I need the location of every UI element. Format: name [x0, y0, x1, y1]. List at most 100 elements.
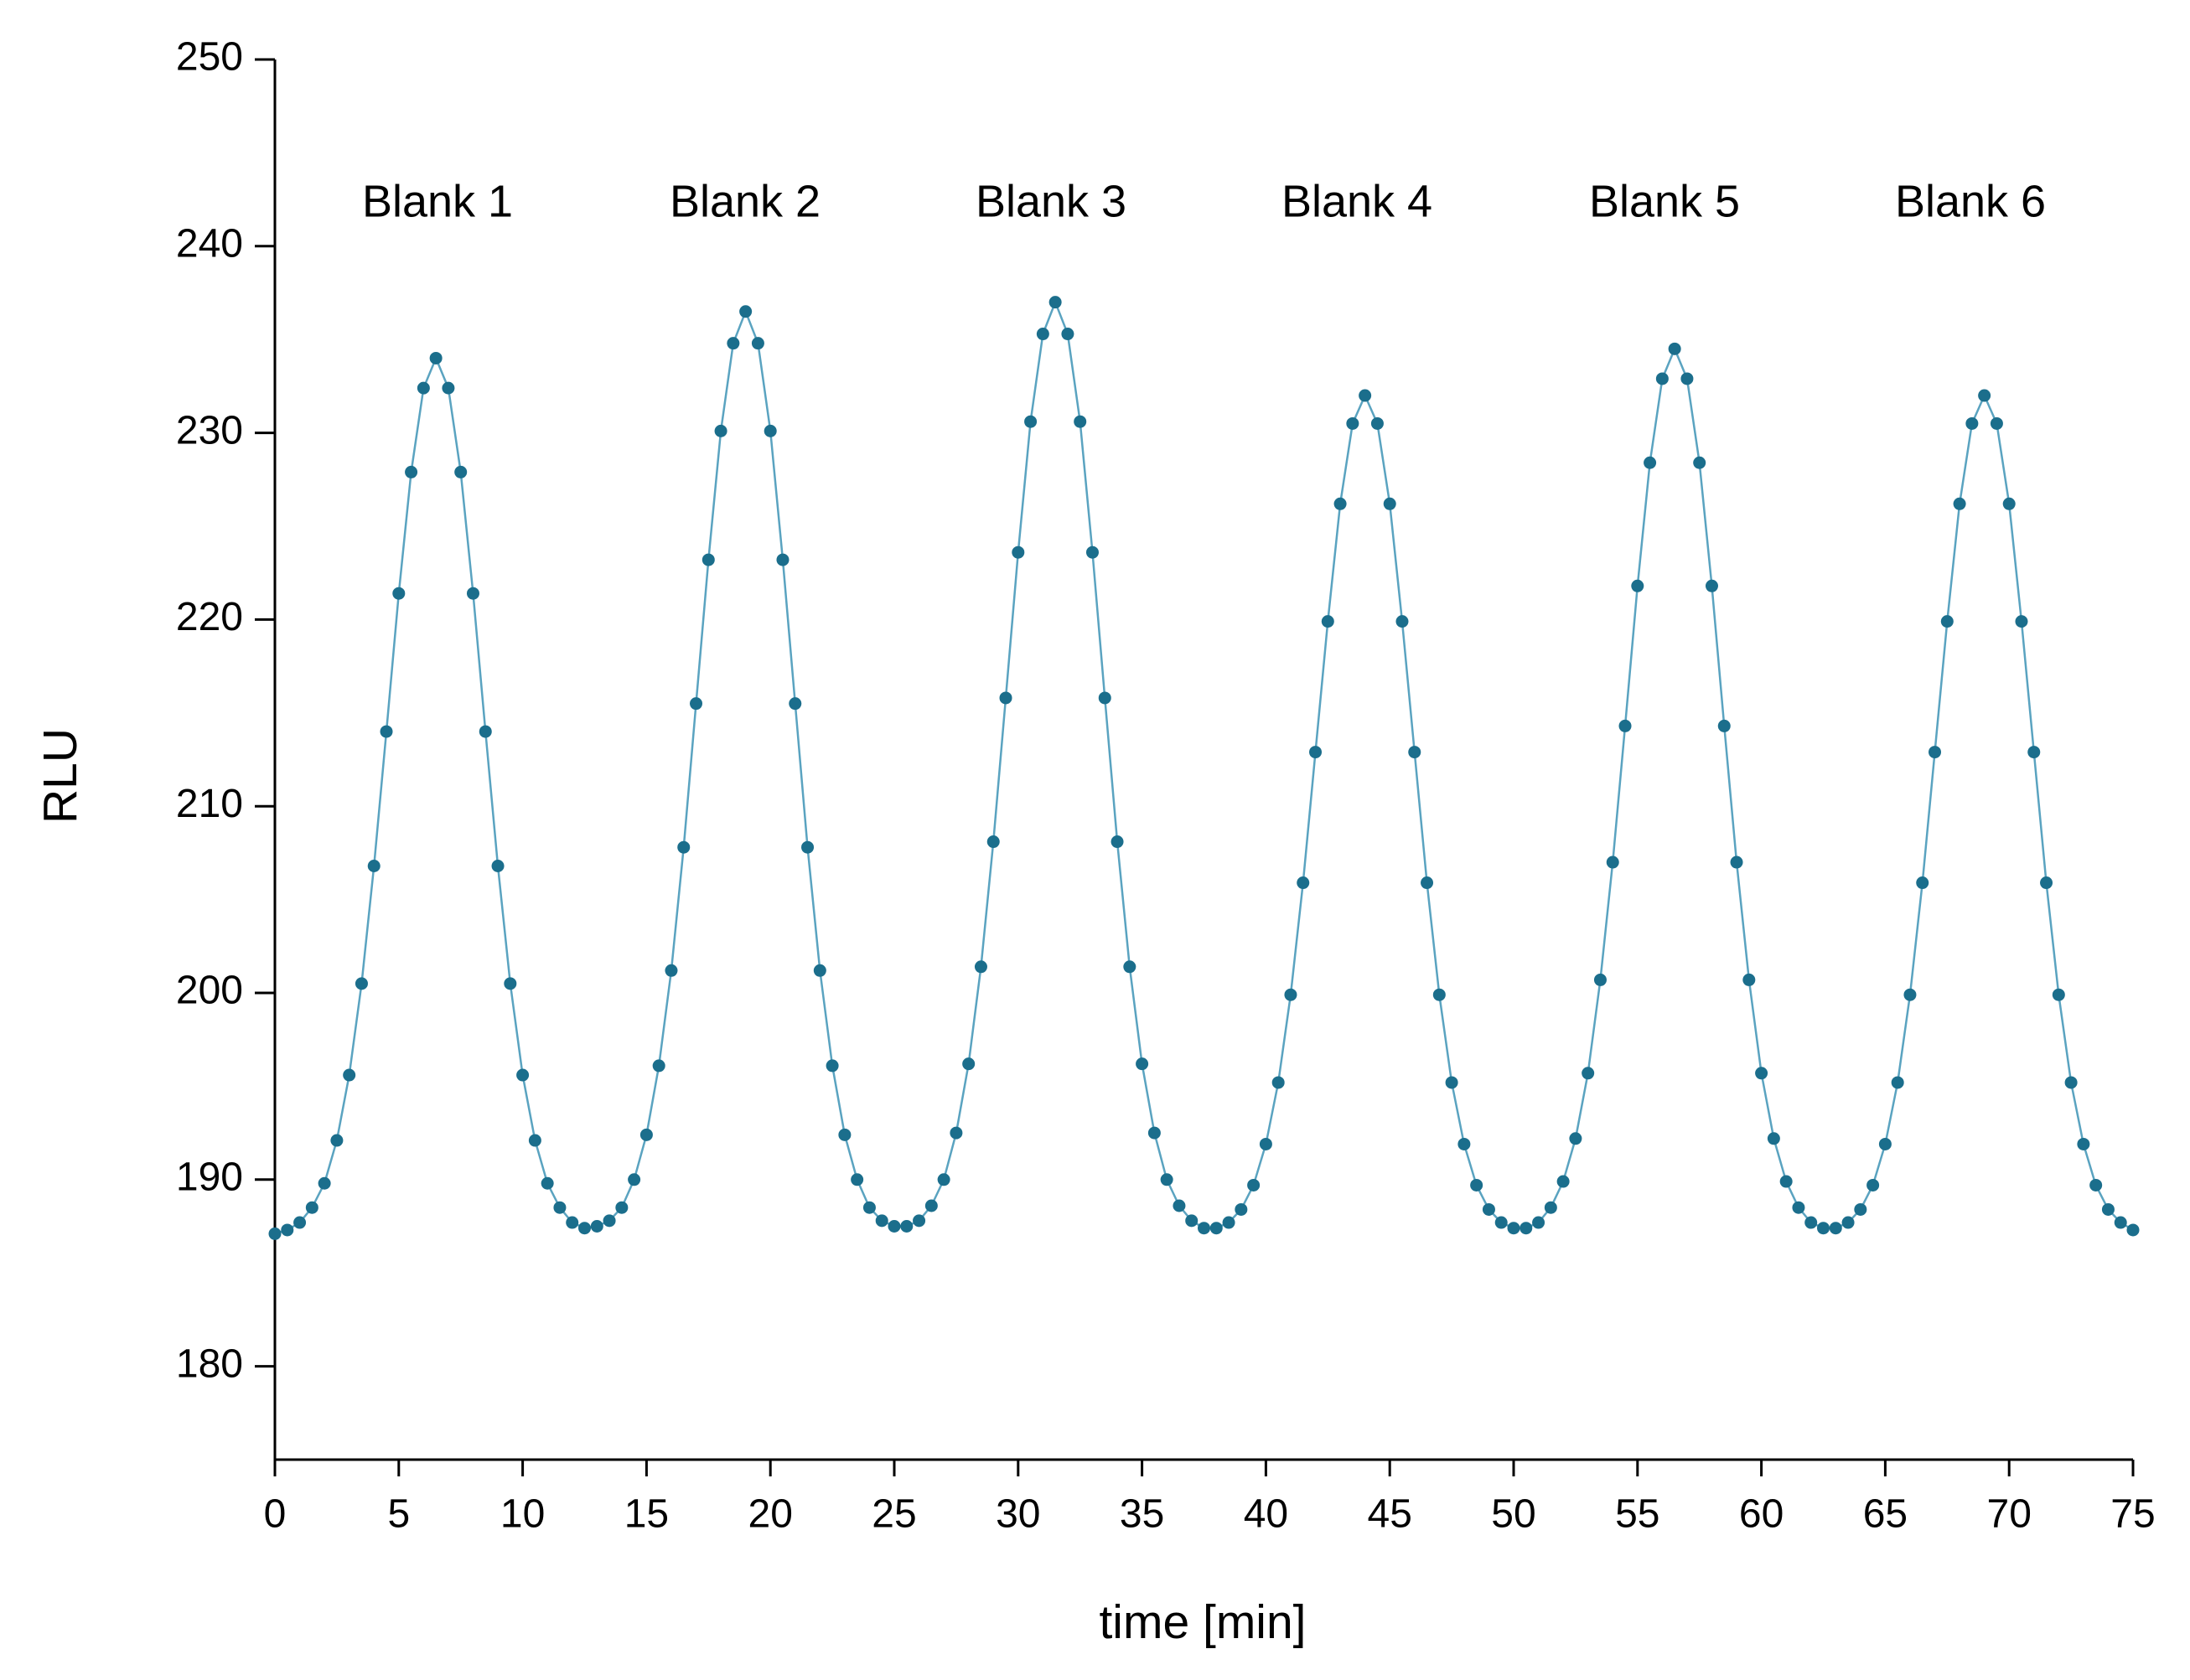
- data-point: [1940, 615, 1954, 628]
- data-point: [1222, 1216, 1235, 1229]
- data-point: [1247, 1178, 1261, 1192]
- data-point: [1965, 416, 1979, 430]
- data-point: [2002, 497, 2016, 510]
- data-point: [1742, 973, 1756, 986]
- data-point: [429, 351, 443, 364]
- data-point: [1618, 719, 1632, 732]
- x-tick-label: 40: [1244, 1492, 1288, 1537]
- data-point: [1929, 746, 1942, 759]
- data-point: [491, 859, 505, 872]
- data-point: [367, 859, 381, 872]
- data-point: [392, 587, 406, 600]
- data-point: [789, 697, 802, 711]
- data-point: [1631, 579, 1644, 592]
- data-point: [639, 1128, 653, 1141]
- data-point: [1421, 876, 1434, 890]
- y-tick-label: 220: [176, 595, 243, 639]
- data-point: [1903, 988, 1917, 1001]
- data-point: [677, 840, 691, 854]
- data-point: [950, 1126, 963, 1140]
- data-point: [1779, 1175, 1793, 1188]
- data-point: [2077, 1137, 2090, 1150]
- data-point: [1036, 328, 1049, 341]
- y-axis-title: RLU: [34, 728, 87, 824]
- data-point: [281, 1223, 294, 1237]
- y-tick-label: 210: [176, 782, 243, 826]
- data-point: [1544, 1201, 1557, 1214]
- data-point: [1990, 416, 2003, 430]
- data-point: [380, 725, 393, 738]
- data-point: [1804, 1216, 1818, 1229]
- data-point: [1916, 876, 1929, 890]
- x-tick-label: 60: [1739, 1492, 1784, 1537]
- data-point: [1085, 545, 1099, 559]
- data-point: [1730, 856, 1743, 869]
- data-point: [1408, 746, 1421, 759]
- series-line: [274, 299, 2134, 1235]
- data-point: [1953, 497, 1966, 510]
- data-point: [1185, 1214, 1199, 1228]
- data-point: [665, 964, 678, 977]
- x-tick-label: 45: [1368, 1492, 1412, 1537]
- data-point: [1705, 579, 1718, 592]
- data-point: [1309, 746, 1323, 759]
- data-point: [541, 1176, 554, 1190]
- data-point: [479, 725, 492, 738]
- data-point: [2052, 988, 2065, 1001]
- data-point: [1668, 342, 1681, 355]
- data-point: [1520, 1222, 1533, 1235]
- data-point: [1829, 1222, 1842, 1235]
- data-point: [305, 1201, 318, 1214]
- annotation: Blank 6: [1895, 176, 2046, 226]
- data-point: [1284, 988, 1297, 1001]
- data-point: [1532, 1216, 1545, 1229]
- data-point: [999, 691, 1012, 705]
- data-point: [553, 1201, 567, 1214]
- y-tick-label: 240: [176, 221, 243, 266]
- data-point: [1333, 497, 1347, 510]
- data-point: [2027, 746, 2041, 759]
- data-point: [628, 1173, 641, 1186]
- data-point: [1854, 1202, 1867, 1216]
- data-point: [2064, 1076, 2078, 1089]
- data-point: [330, 1134, 344, 1147]
- data-point: [776, 553, 790, 566]
- data-point: [875, 1214, 888, 1228]
- data-point: [528, 1134, 541, 1147]
- annotation: Blank 4: [1281, 176, 1432, 226]
- data-point: [1978, 389, 1991, 402]
- data-point: [862, 1201, 876, 1214]
- data-point: [1878, 1137, 1892, 1150]
- data-point: [603, 1214, 616, 1228]
- data-point: [1359, 389, 1372, 402]
- data-point: [1048, 296, 1062, 309]
- data-point: [1644, 456, 1657, 469]
- data-point: [888, 1220, 901, 1233]
- x-tick-label: 20: [748, 1492, 793, 1537]
- data-point: [1123, 960, 1136, 974]
- data-point: [1445, 1076, 1458, 1089]
- data-point: [1582, 1067, 1595, 1080]
- data-point: [343, 1068, 356, 1082]
- x-tick-label: 0: [264, 1492, 287, 1537]
- data-point: [615, 1201, 629, 1214]
- data-point: [355, 977, 368, 990]
- data-point: [751, 337, 764, 350]
- data-point: [1111, 835, 1124, 849]
- data-point: [851, 1173, 864, 1186]
- data-point: [1370, 416, 1384, 430]
- data-point: [1074, 415, 1087, 428]
- data-point: [516, 1068, 530, 1082]
- data-point: [1012, 545, 1025, 559]
- x-tick-label: 75: [2110, 1492, 2155, 1537]
- data-point: [924, 1199, 938, 1212]
- data-point: [974, 960, 987, 974]
- annotation: Blank 1: [362, 176, 513, 226]
- x-tick-label: 55: [1615, 1492, 1659, 1537]
- data-point: [727, 337, 740, 350]
- data-point: [2101, 1202, 2115, 1216]
- data-point: [913, 1214, 926, 1228]
- data-point: [702, 553, 715, 566]
- data-point: [764, 424, 777, 437]
- data-point: [1209, 1222, 1223, 1235]
